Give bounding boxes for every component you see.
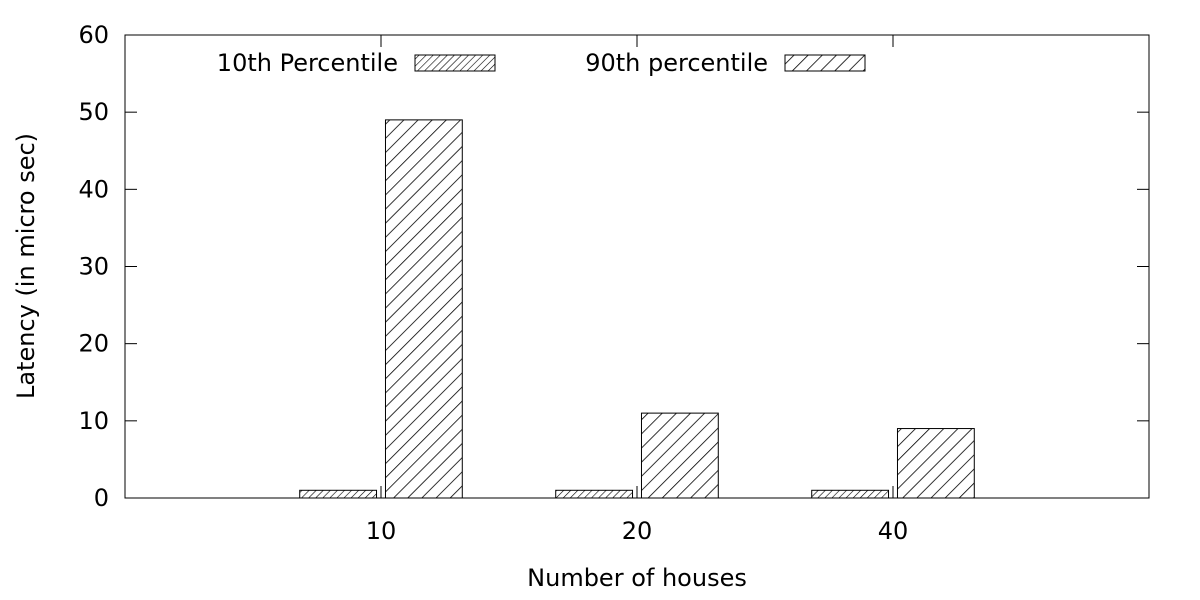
- y-tick-label: 30: [78, 253, 109, 281]
- bar-p90-20: [640, 412, 719, 499]
- legend-label: 90th percentile: [585, 49, 768, 77]
- legend: 10th Percentile 90th percentile: [217, 49, 866, 77]
- bar-p10-20: [555, 489, 634, 499]
- x-tick-label: 40: [878, 517, 909, 545]
- y-tick-label: 50: [78, 98, 109, 126]
- x-axis-title: Number of houses: [527, 564, 747, 592]
- bar-p10-10: [299, 489, 378, 499]
- y-axis: 0 10 20 30 40 50 60: [78, 21, 1149, 512]
- plot-frame: [124, 34, 1150, 499]
- y-tick-label: 20: [78, 330, 109, 358]
- x-tick-label: 10: [366, 517, 397, 545]
- legend-swatch: [784, 54, 866, 72]
- bars: [299, 119, 975, 499]
- legend-swatch: [414, 54, 496, 72]
- y-axis-title: Latency (in micro sec): [12, 133, 40, 399]
- bar-p90-10: [384, 119, 463, 499]
- y-tick-label: 40: [78, 175, 109, 203]
- y-tick-label: 0: [94, 484, 109, 512]
- y-tick-label: 60: [78, 21, 109, 49]
- x-tick-label: 20: [622, 517, 653, 545]
- x-axis: 10 20 40: [366, 35, 909, 545]
- bar-p10-40: [811, 489, 890, 499]
- legend-label: 10th Percentile: [217, 49, 398, 77]
- bar-p90-40: [896, 428, 975, 499]
- y-tick-label: 10: [78, 407, 109, 435]
